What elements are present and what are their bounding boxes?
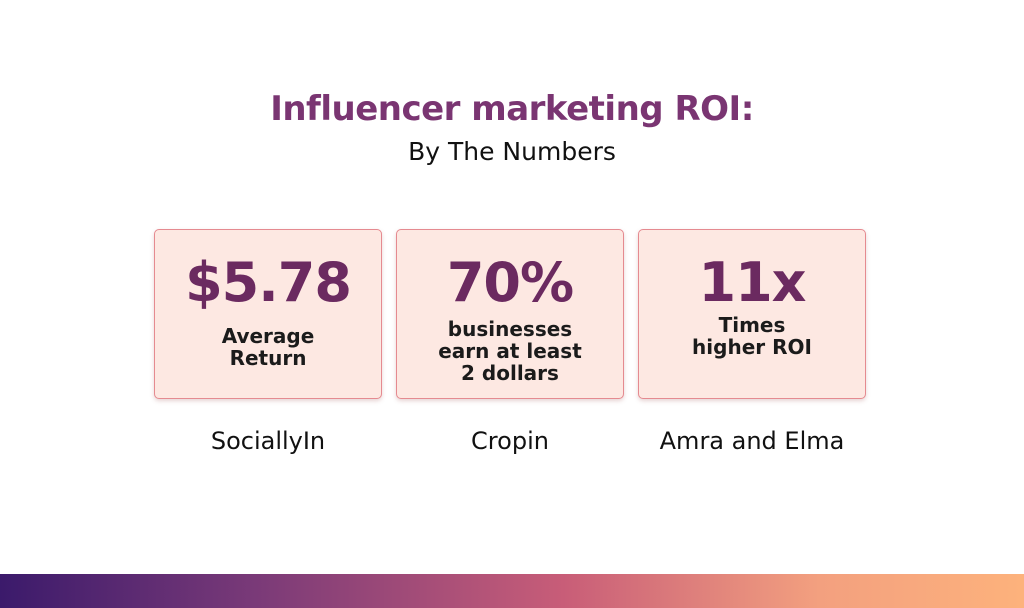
page-subtitle: By The Numbers <box>408 137 616 166</box>
stat-description: Times higher ROI <box>692 313 812 359</box>
stat-value: $5.78 <box>185 251 352 314</box>
stat-card-times-higher: 11x Times higher ROI <box>638 229 866 399</box>
footer-gradient-bar <box>0 574 1024 608</box>
stat-value: 11x <box>698 251 807 314</box>
stat-description: Average Return <box>221 324 315 370</box>
source-label-sociallyin: SociallyIn <box>210 427 326 455</box>
source-label-cropin: Cropin <box>471 427 549 455</box>
stat-card-businesses: 70% businesses earn at least 2 dollars <box>396 229 624 399</box>
stat-description: businesses earn at least 2 dollars <box>438 317 582 385</box>
page-title: Influencer marketing ROI: <box>270 89 754 129</box>
stat-value: 70% <box>446 251 574 314</box>
stat-card-average-return: $5.78 Average Return <box>154 229 382 399</box>
source-label-amra-elma: Amra and Elma <box>659 427 845 455</box>
